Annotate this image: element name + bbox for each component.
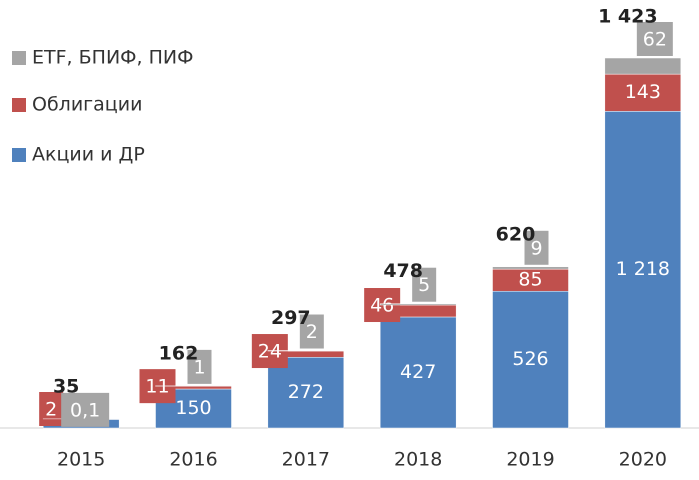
value-label: 427: [400, 361, 436, 383]
value-label: 0,1: [70, 399, 100, 421]
x-tick-label: 2017: [282, 449, 330, 471]
legend-swatch: [12, 98, 26, 112]
bar-segment: [605, 58, 681, 74]
bar-segment: [268, 351, 344, 352]
x-tick-label: 2018: [394, 449, 442, 471]
value-label: 1 218: [616, 258, 670, 280]
legend-swatch: [12, 51, 26, 65]
x-tick-label: 2016: [169, 449, 217, 471]
total-label: 620: [496, 223, 536, 245]
total-label: 1 423: [598, 6, 658, 28]
value-label: 85: [518, 269, 542, 291]
value-label: 2: [45, 399, 57, 421]
total-label: 35: [53, 375, 79, 397]
value-label: 272: [288, 381, 324, 403]
x-tick-label: 2015: [57, 449, 105, 471]
x-tick-label: 2019: [506, 449, 554, 471]
legend-label: ETF, БПИФ, ПИФ: [32, 47, 193, 69]
x-tick-label: 2020: [619, 449, 667, 471]
legend-swatch: [12, 148, 26, 162]
value-label: 46: [370, 295, 394, 317]
total-label: 162: [159, 342, 199, 364]
value-label: 143: [625, 81, 661, 103]
legend-label: Акции и ДР: [32, 144, 145, 166]
total-label: 478: [383, 260, 423, 282]
value-label: 24: [258, 341, 282, 363]
legend-label: Облигации: [32, 94, 142, 116]
value-label: 62: [643, 29, 667, 51]
bar-segment: [380, 304, 456, 305]
bar-segment: [493, 267, 569, 269]
value-label: 526: [512, 348, 548, 370]
total-label: 297: [271, 307, 311, 329]
value-label: 11: [145, 376, 169, 398]
value-label: 150: [175, 397, 211, 419]
